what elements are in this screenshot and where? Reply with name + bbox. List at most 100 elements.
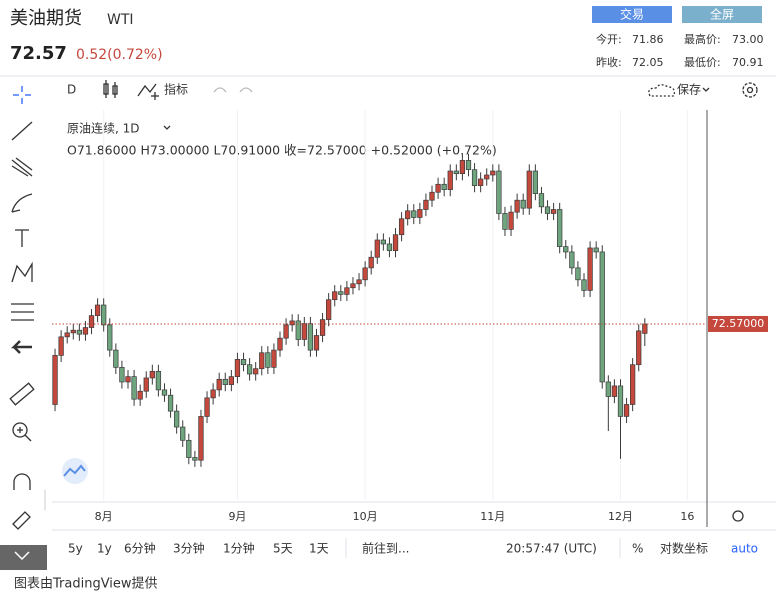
range-button[interactable]: 1分钟: [223, 541, 255, 556]
tv-logo[interactable]: [62, 458, 88, 484]
lock-tool[interactable]: [12, 511, 31, 530]
candle-body: [186, 439, 192, 458]
axis-settings[interactable]: [732, 510, 744, 522]
trade-button[interactable]: [592, 6, 672, 23]
ruler-tool[interactable]: [9, 382, 35, 406]
candle-body: [326, 299, 332, 320]
candle-body: [107, 324, 113, 351]
candle-body: [532, 170, 538, 194]
range-button[interactable]: 5天: [273, 542, 293, 556]
candle-body: [465, 160, 472, 171]
candle-body: [386, 243, 393, 251]
candle-body: [204, 397, 210, 417]
scroll-arrow[interactable]: [14, 551, 30, 561]
candle-body: [253, 368, 259, 375]
back-tool[interactable]: [10, 340, 32, 354]
range-button[interactable]: 3分钟: [173, 541, 205, 556]
candle-body: [101, 304, 107, 326]
range-button[interactable]: 1y: [97, 542, 112, 556]
candle-body: [508, 211, 514, 230]
candle-body: [216, 378, 222, 391]
left-toolbar: [9, 86, 35, 530]
percent-button[interactable]: %: [632, 542, 643, 556]
interval-button[interactable]: D: [67, 83, 76, 97]
candle-body: [550, 209, 557, 214]
last-price-box: [708, 315, 768, 332]
range-button[interactable]: 1天: [309, 542, 329, 556]
candle-body: [174, 410, 180, 428]
candle-body: [362, 267, 368, 281]
candle-body: [307, 323, 314, 351]
candle-body: [575, 267, 581, 281]
brush-tool[interactable]: [11, 193, 33, 213]
candle-body: [155, 370, 162, 391]
text-tool[interactable]: [15, 229, 29, 247]
candle-body: [137, 390, 143, 400]
zoom-tool[interactable]: [12, 422, 32, 442]
candle-body: [70, 329, 76, 334]
fullscreen-button[interactable]: [682, 6, 762, 23]
candle-body: [240, 359, 247, 366]
candle-body: [520, 199, 526, 209]
trendline-tool[interactable]: [11, 121, 33, 141]
candle-body: [192, 457, 198, 461]
range-button[interactable]: 6分钟: [124, 541, 156, 556]
indicator-icon[interactable]: [137, 83, 159, 100]
settings-button[interactable]: [742, 82, 758, 98]
candle-body: [435, 183, 441, 193]
candle-body: [538, 193, 545, 208]
change: 0.52(0.72%): [76, 47, 163, 63]
candle-body: [76, 329, 82, 335]
goto-button[interactable]: 前往到...: [362, 541, 409, 556]
measure-tool[interactable]: [11, 303, 34, 321]
fib-tool[interactable]: [11, 157, 33, 177]
candle-body: [52, 355, 58, 405]
x-tick-label: 8月: [95, 510, 113, 523]
log-button[interactable]: 对数坐标: [660, 541, 708, 556]
candle-body: [630, 364, 636, 405]
candle-body: [623, 404, 630, 417]
candle-body: [392, 234, 399, 251]
candle-body: [611, 385, 618, 397]
save-button[interactable]: 保存: [677, 83, 701, 97]
magnet-tool[interactable]: [13, 473, 31, 490]
candle-body: [338, 291, 344, 295]
auto-button[interactable]: auto: [731, 542, 758, 556]
undo-redo[interactable]: [213, 87, 253, 93]
dropdown-icon[interactable]: [702, 87, 710, 92]
fullscreen-button-label[interactable]: 全屏: [710, 7, 734, 22]
candle-body: [605, 381, 611, 397]
candle-body: [161, 389, 168, 396]
candle-type-button[interactable]: [103, 80, 118, 98]
candle-body: [380, 239, 386, 245]
candle-body: [344, 287, 350, 295]
stat-label: 最高价:: [684, 32, 721, 46]
candle-body: [301, 323, 307, 340]
candle-body: [82, 327, 89, 335]
legend-dropdown[interactable]: [163, 125, 171, 130]
indicators-button[interactable]: 指标: [164, 82, 188, 97]
candle-body: [167, 394, 174, 412]
candle-body: [557, 209, 563, 247]
pattern-tool[interactable]: [11, 261, 33, 283]
candle-body: [429, 191, 435, 201]
footer: 图表由TradingView提供: [14, 576, 158, 592]
candle-body: [398, 218, 405, 236]
crosshair-tool[interactable]: [13, 86, 31, 104]
cloud-icon[interactable]: [648, 84, 676, 97]
candle-body: [319, 319, 326, 336]
candle-body: [332, 291, 338, 301]
x-tick-label: 9月: [228, 510, 246, 523]
symbol: WTI: [107, 12, 134, 28]
candle-body: [405, 210, 411, 220]
trade-button-label[interactable]: 交易: [620, 7, 644, 22]
candle-body: [295, 320, 301, 340]
candle-body: [149, 370, 155, 379]
candle-body: [599, 251, 605, 383]
candle-body: [289, 320, 295, 326]
range-button[interactable]: 5y: [68, 542, 83, 556]
candle-body: [593, 247, 599, 253]
candle-body: [94, 304, 101, 316]
stat-value: 72.05: [632, 56, 664, 69]
